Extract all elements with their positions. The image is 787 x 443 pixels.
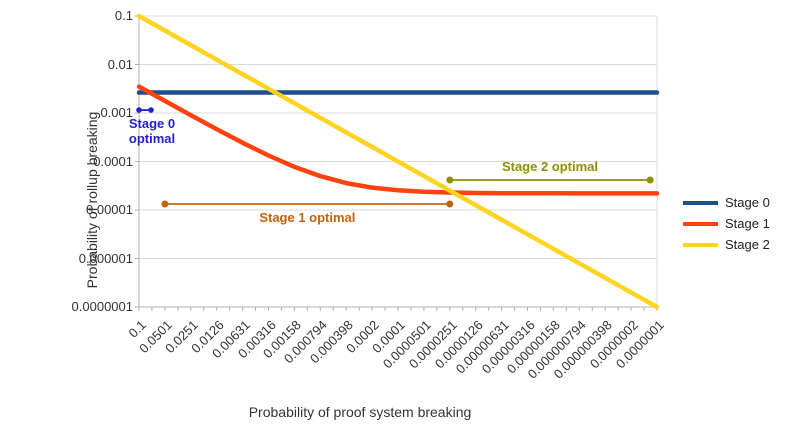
legend-swatch-stage-0 [683,200,718,205]
annotation-label-line: Stage 0 [128,116,176,132]
stage1-optimal-end-dot [446,200,454,208]
legend-label: Stage 0 [725,195,770,210]
y-tick-label: 0.1 [114,8,133,23]
stage0-optimal-label: Stage 0 optimal [129,116,175,146]
legend-item-stage-0: Stage 0 [683,192,770,213]
legend: Stage 0 Stage 1 Stage 2 [683,192,770,255]
stage1-optimal-label: Stage 1 optimal [259,210,355,225]
annotation-label-line: optimal [128,131,176,147]
legend-label: Stage 2 [725,237,770,252]
legend-swatch-stage-1 [683,221,718,226]
legend-item-stage-1: Stage 1 [683,213,770,234]
y-tick-label: 0.0001 [93,153,133,169]
annotation-label-line: Stage 1 optimal [259,209,356,225]
x-axis-title: Probability of proof system breaking [248,404,472,420]
legend-item-stage-2: Stage 2 [683,234,770,255]
stage2-optimal-end-dot [646,176,654,184]
y-axis-title: Probability of rollup breaking [84,111,100,289]
stage2-optimal-label: Stage 2 optimal [502,159,598,174]
stage2-optimal-start-dot [446,176,454,184]
stage0-optimal-start-dot [136,107,142,113]
legend-label: Stage 1 [725,216,770,231]
y-tick-label: 0.00001 [86,202,133,217]
y-tick-label: 0.001 [100,105,133,120]
y-tick-label: 0.000001 [78,250,133,266]
y-tick-label: 0.0000001 [71,299,133,314]
stage0-optimal-end-dot [148,107,154,113]
y-tick-label: 0.01 [107,56,133,72]
series-line-stage-1 [136,84,660,196]
series-line-stage-2 [136,13,660,310]
legend-swatch-stage-2 [683,242,718,247]
stage1-optimal-start-dot [161,200,169,208]
annotation-label-line: Stage 2 optimal [501,158,599,174]
